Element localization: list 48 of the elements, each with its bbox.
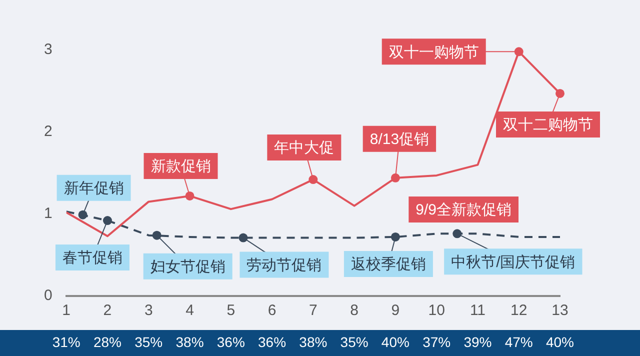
annotation: 新年促销: [64, 180, 124, 197]
x-tick-label: 5: [226, 302, 236, 320]
annotation: 劳动节促销: [246, 256, 322, 274]
annotation: 春节促销: [62, 250, 122, 267]
x-tick-label: 11: [470, 302, 486, 320]
text: 40%: [381, 334, 410, 350]
text: 31%: [52, 334, 80, 350]
x-tick-label: 3: [144, 302, 153, 320]
x-tick-label: 7: [309, 302, 318, 320]
text: 39%: [464, 334, 492, 350]
point: [308, 175, 318, 184]
x-tick-label: 6: [268, 302, 276, 320]
annotation: 9/9全新款促销: [416, 202, 512, 219]
text: 37%: [422, 334, 451, 350]
annotation: 新款促销: [150, 158, 211, 176]
point: [556, 88, 564, 98]
text: 35%: [340, 334, 368, 350]
x-tick-label: 13: [552, 302, 568, 320]
annotation: 妇女节促销: [150, 258, 226, 276]
x-tick-label: 9: [391, 302, 400, 320]
annotation: 年中大促: [274, 140, 334, 157]
annotation: 双十二购物节: [503, 116, 593, 134]
point: [390, 232, 400, 242]
text: 35%: [134, 334, 163, 350]
x-tick-label: 10: [428, 302, 445, 320]
y-tick-label: 1: [44, 205, 52, 222]
x-tick-label: 1: [62, 302, 71, 320]
x-tick-label: 2: [103, 302, 112, 320]
annotation: 8/13促销: [370, 131, 430, 148]
annotation: 返校季促销: [350, 256, 426, 274]
text: 47%: [504, 334, 533, 350]
text: 38%: [299, 334, 328, 350]
x-tick-label: 4: [186, 302, 194, 320]
point: [390, 173, 400, 182]
y-tick-label: 2: [44, 123, 52, 140]
annotation: 中秋节/国庆节促销: [451, 254, 576, 271]
y-tick-label: 0: [44, 287, 52, 304]
y-tick-label: 3: [44, 41, 52, 58]
x-tick-label: 8: [350, 302, 358, 320]
text: 28%: [93, 334, 122, 350]
point: [514, 47, 524, 56]
point: [102, 216, 112, 226]
text: 38%: [176, 334, 204, 350]
text: 40%: [546, 334, 574, 350]
text: 36%: [216, 334, 245, 350]
text: 36%: [258, 334, 286, 350]
x-tick-label: 12: [510, 302, 528, 320]
point: [185, 191, 194, 200]
